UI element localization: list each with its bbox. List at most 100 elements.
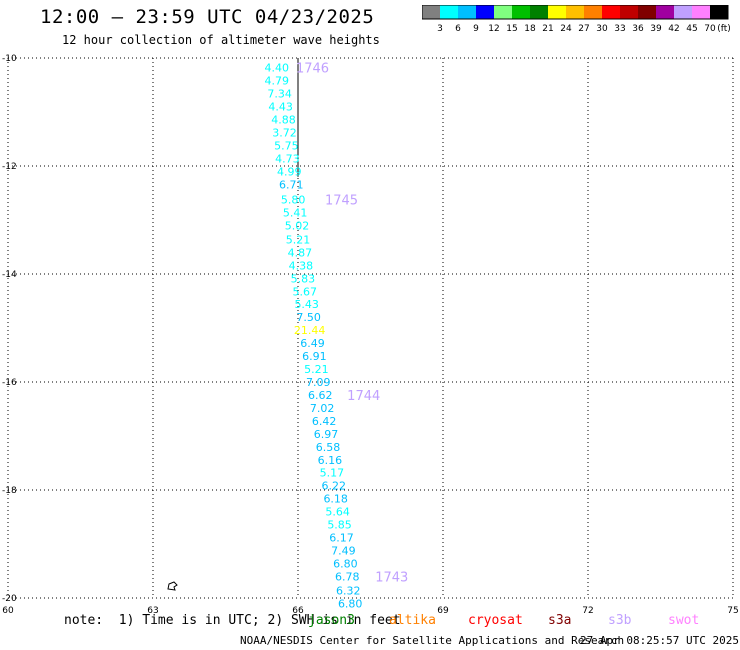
wave-height-label: 5.64: [325, 506, 350, 519]
scale-swatch: [530, 5, 548, 19]
wave-height-label: 5.21: [286, 233, 311, 246]
page-subtitle: 12 hour collection of altimeter wave hei…: [62, 33, 380, 47]
y-tick-label: -12: [2, 162, 17, 172]
wave-height-label: 5.41: [283, 206, 308, 219]
wave-height-label: 6.16: [318, 454, 343, 467]
y-tick-label: -10: [2, 54, 17, 64]
wave-height-label: 5.67: [293, 285, 318, 298]
wave-height-label: 6.18: [323, 493, 348, 506]
pass-time-label: 1743: [375, 570, 408, 585]
x-tick-label: 69: [437, 606, 449, 615]
wave-height-label: 5.83: [291, 272, 316, 285]
wave-height-label: 5.17: [320, 467, 345, 480]
scale-tick-label: 3: [437, 24, 443, 34]
wave-height-label: 6.78: [335, 570, 360, 583]
wave-height-label: 5.80: [281, 193, 306, 206]
page-title: 12:00 – 23:59 UTC 04/23/2025: [40, 6, 375, 28]
wave-height-label: 6.49: [300, 337, 325, 350]
generated-timestamp: 27 Apr 08:25:57 UTC 2025: [580, 634, 739, 647]
satellite-legend-jason3: jason3: [308, 613, 355, 628]
wave-height-label: 6.58: [316, 441, 341, 454]
scale-swatch: [620, 5, 638, 19]
scale-tick-label: 27: [578, 24, 589, 34]
color-scale-legend: 3 6 9 12 15 18 21 24 27 30 33 36 39 42 45 70 (ft): [422, 5, 731, 34]
wave-height-label: 3.72: [272, 127, 297, 140]
scale-tick-label: 15: [506, 24, 517, 34]
scale-tick-label: 6: [455, 24, 461, 34]
wave-height-label: 6.32: [336, 584, 361, 597]
wave-height-label: 6.62: [308, 389, 333, 402]
scale-tick-label: 24: [560, 24, 572, 34]
x-tick-label: 72: [582, 606, 593, 615]
scale-swatch: [440, 5, 458, 19]
wave-height-map: 60 63 66 69 72 75-10-12-14-16-18-204.404.797.…: [2, 54, 739, 615]
wave-height-label: 7.50: [296, 311, 321, 324]
scale-swatch: [674, 5, 692, 19]
scale-swatch: [602, 5, 620, 19]
wave-height-label: 6.17: [329, 532, 354, 545]
y-tick-label: -14: [2, 270, 17, 280]
wave-height-label: 4.43: [268, 101, 293, 114]
x-tick-label: 63: [147, 606, 158, 615]
scale-swatch: [476, 5, 494, 19]
wave-height-label: 7.02: [310, 402, 335, 415]
satellite-legend-altika: altika: [389, 613, 436, 628]
wave-height-label: 4.99: [277, 165, 302, 178]
wave-height-label: 4.40: [264, 62, 289, 75]
scale-swatch: [692, 5, 710, 19]
scale-tick-label: 39: [650, 24, 662, 34]
wave-height-label: 5.43: [294, 298, 319, 311]
scale-swatch: [494, 5, 512, 19]
wave-height-label: 5.85: [327, 519, 352, 532]
credit-text: NOAA/NESDIS Center for Satellite Applica…: [240, 634, 625, 647]
satellite-legend-s3b: s3b: [608, 613, 632, 628]
y-tick-label: -20: [2, 594, 17, 604]
wave-height-label: 6.71: [279, 178, 304, 191]
y-tick-label: -18: [2, 486, 17, 496]
satellite-legend-swot: swot: [668, 613, 700, 628]
wave-height-label: 6.42: [312, 415, 337, 428]
wave-height-label: 6.80: [333, 557, 358, 570]
scale-tick-label: 9: [473, 24, 479, 34]
scale-swatch: [458, 5, 476, 19]
island-outline: [167, 581, 178, 591]
wave-height-label: 5.21: [304, 363, 329, 376]
wave-height-label: 5.75: [274, 139, 299, 152]
wave-height-label: 6.91: [302, 350, 327, 363]
scale-swatch: [512, 5, 530, 19]
satellite-legend-cryosat: cryosat: [468, 613, 523, 628]
x-tick-label: 75: [727, 606, 738, 615]
scale-border: [422, 5, 729, 20]
scale-tick-label: 12: [488, 24, 499, 34]
wave-height-label: 4.88: [271, 114, 296, 127]
footer-note: note: 1) Time is in UTC; 2) SWH is in fe…: [64, 613, 401, 628]
scale-swatch: [548, 5, 566, 19]
scale-swatch: [638, 5, 656, 19]
scale-tick-label: 42: [668, 24, 679, 34]
wave-height-label: 4.79: [264, 75, 289, 88]
scale-tick-label: 21: [542, 24, 553, 34]
scale-swatch: [584, 5, 602, 19]
pass-time-label: 1746: [296, 62, 329, 77]
wave-height-label: 4.73: [275, 152, 300, 165]
wave-height-label: 7.09: [306, 376, 331, 389]
scale-tick-label: 18: [524, 24, 536, 34]
wave-height-label: 7.49: [331, 544, 356, 557]
scale-swatch: [656, 5, 674, 19]
scale-tick-label: 70: [704, 24, 716, 34]
scale-swatch: [422, 5, 440, 19]
wave-height-label: 6.80: [338, 597, 363, 610]
scale-unit-label: (ft): [717, 24, 731, 34]
satellite-legend-s3a: s3a: [548, 613, 572, 628]
wave-height-label: 7.34: [267, 88, 292, 101]
scale-tick-label: 30: [596, 24, 608, 34]
y-tick-label: -16: [2, 378, 17, 388]
scale-swatch: [566, 5, 584, 19]
wave-height-label: 5.02: [285, 219, 310, 232]
pass-time-label: 1744: [347, 389, 380, 404]
wave-height-label: 6.97: [314, 428, 339, 441]
wave-height-label: 21.44: [294, 324, 326, 337]
x-tick-label: 66: [292, 606, 304, 615]
pass-time-label: 1745: [325, 193, 358, 208]
wave-height-label: 4.38: [289, 259, 314, 272]
